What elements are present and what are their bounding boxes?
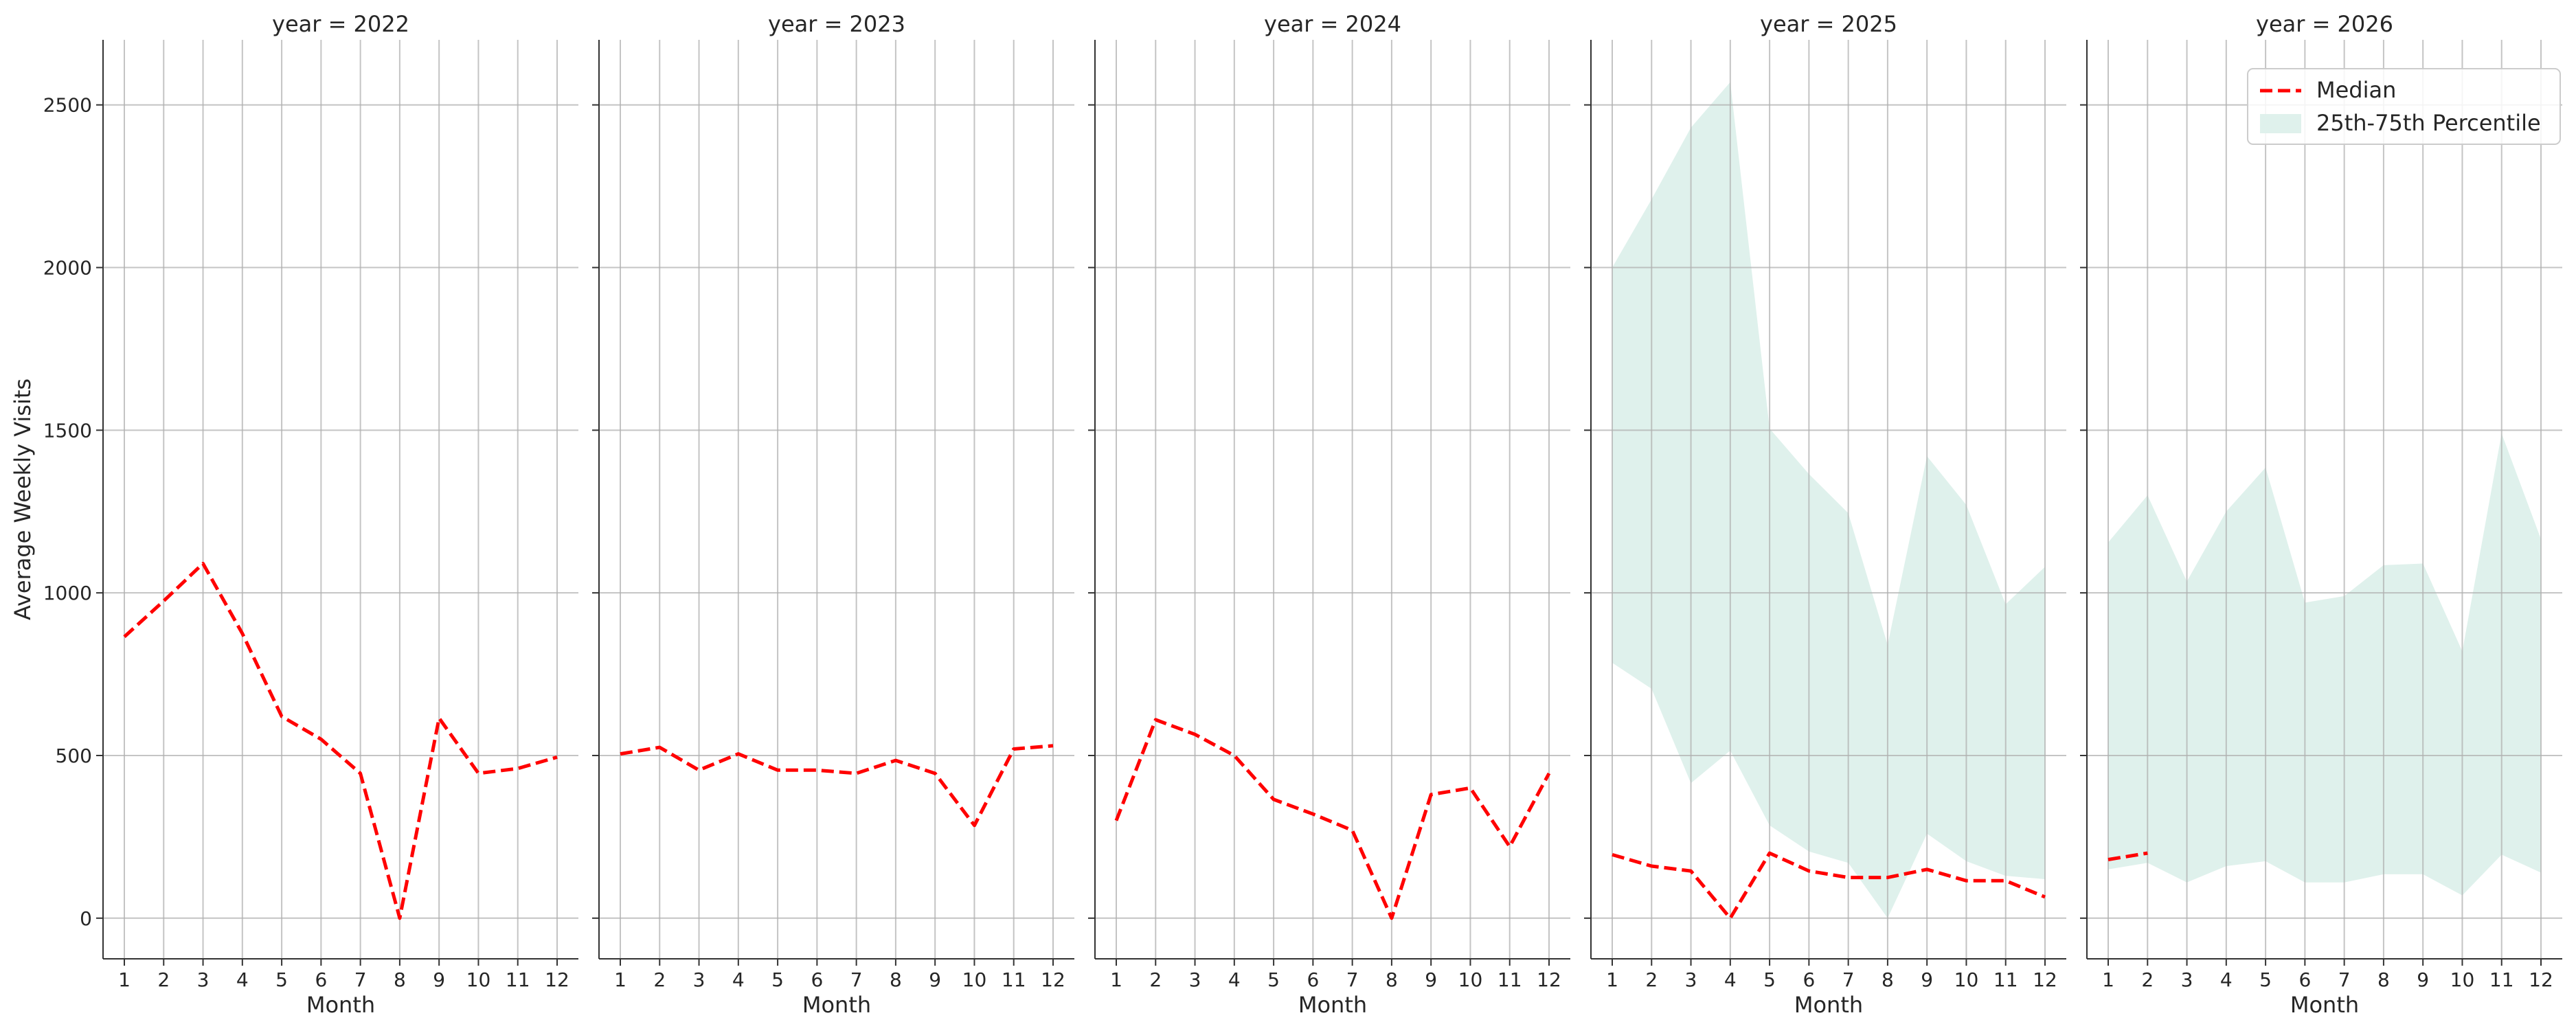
x-tick-label: 5: [1267, 968, 1280, 991]
x-tick-label: 12: [1537, 968, 1561, 991]
y-tick-label: 0: [80, 907, 92, 930]
x-tick-label: 3: [693, 968, 705, 991]
panel-title: year = 2023: [768, 11, 905, 37]
x-tick-label: 2: [1645, 968, 1658, 991]
x-tick-label: 8: [1386, 968, 1398, 991]
percentile-band: [2108, 433, 2541, 896]
x-axis-label: Month: [306, 992, 375, 1018]
median-line: [1114, 718, 1551, 920]
x-tick-label: 10: [2450, 968, 2475, 991]
x-tick-label: 11: [1002, 968, 1026, 991]
y-tick-label: 1500: [43, 419, 92, 442]
legend-box: [2247, 68, 2561, 145]
x-tick-label: 7: [850, 968, 863, 991]
panel-title: year = 2026: [2256, 11, 2393, 37]
median-line: [620, 744, 1054, 828]
x-tick-label: 1: [614, 968, 626, 991]
x-tick-label: 4: [1228, 968, 1241, 991]
x-tick-label: 8: [890, 968, 902, 991]
x-axis-label: Month: [1794, 992, 1863, 1018]
x-tick-label: 9: [1425, 968, 1437, 991]
x-tick-label: 11: [506, 968, 530, 991]
x-tick-label: 1: [118, 968, 131, 991]
x-tick-label: 11: [1993, 968, 2018, 991]
x-tick-label: 1: [2102, 968, 2114, 991]
x-tick-label: 5: [2259, 968, 2272, 991]
x-tick-label: 12: [1041, 968, 1065, 991]
legend-band-swatch: [2260, 114, 2301, 133]
x-tick-label: 9: [1921, 968, 1933, 991]
legend: Median 25th-75th Percentile: [2247, 68, 2561, 145]
y-tick-label: 2000: [43, 257, 92, 280]
percentile-band: [1612, 82, 2045, 918]
x-tick-label: 7: [2338, 968, 2351, 991]
x-tick-label: 12: [2529, 968, 2553, 991]
x-tick-label: 4: [236, 968, 249, 991]
y-tick-label: 500: [56, 745, 92, 767]
x-tick-label: 3: [2181, 968, 2193, 991]
x-tick-label: 3: [1189, 968, 1201, 991]
median-line: [2108, 851, 2148, 861]
x-tick-label: 7: [354, 968, 367, 991]
x-tick-label: 8: [394, 968, 406, 991]
x-tick-label: 1: [1606, 968, 1618, 991]
median-line: [1612, 851, 2046, 920]
x-tick-label: 2: [1149, 968, 1162, 991]
x-tick-label: 12: [545, 968, 569, 991]
x-tick-label: 6: [1307, 968, 1319, 991]
panel-title: year = 2024: [1264, 11, 1401, 37]
x-tick-label: 4: [1724, 968, 1737, 991]
x-tick-label: 10: [1954, 968, 1979, 991]
x-tick-label: 5: [771, 968, 784, 991]
x-axis-label: Month: [2290, 992, 2359, 1018]
x-tick-label: 6: [2298, 968, 2311, 991]
x-tick-label: 3: [1685, 968, 1697, 991]
x-axis-label: Month: [1298, 992, 1367, 1018]
x-tick-label: 6: [1803, 968, 1815, 991]
x-tick-label: 12: [2033, 968, 2057, 991]
x-tick-label: 11: [2489, 968, 2514, 991]
x-tick-label: 10: [1458, 968, 1483, 991]
x-tick-label: 2: [157, 968, 170, 991]
x-tick-label: 2: [2141, 968, 2154, 991]
x-tick-label: 10: [962, 968, 987, 991]
median-line: [123, 562, 558, 920]
panel-title: year = 2022: [272, 11, 409, 37]
y-axis-label: Average Weekly Visits: [10, 378, 36, 620]
x-tick-label: 1: [1110, 968, 1122, 991]
x-tick-label: 6: [811, 968, 823, 991]
x-tick-label: 11: [1498, 968, 1522, 991]
x-tick-label: 8: [2377, 968, 2390, 991]
legend-band-label: 25th-75th Percentile: [2316, 110, 2541, 136]
x-tick-label: 9: [929, 968, 941, 991]
x-tick-label: 9: [2417, 968, 2429, 991]
x-tick-label: 8: [1882, 968, 1894, 991]
x-tick-label: 4: [2220, 968, 2233, 991]
x-tick-label: 7: [1842, 968, 1855, 991]
x-tick-label: 2: [653, 968, 666, 991]
x-axis-label: Month: [802, 992, 871, 1018]
x-tick-label: 5: [275, 968, 288, 991]
x-tick-label: 3: [197, 968, 210, 991]
x-tick-label: 10: [466, 968, 491, 991]
x-tick-label: 9: [433, 968, 445, 991]
x-tick-label: 6: [315, 968, 327, 991]
legend-median-label: Median: [2316, 77, 2396, 103]
x-tick-label: 7: [1346, 968, 1359, 991]
x-tick-label: 4: [732, 968, 745, 991]
x-tick-label: 5: [1763, 968, 1776, 991]
y-tick-label: 1000: [43, 582, 92, 604]
y-tick-label: 2500: [43, 94, 92, 117]
panel-title: year = 2025: [1760, 11, 1897, 37]
